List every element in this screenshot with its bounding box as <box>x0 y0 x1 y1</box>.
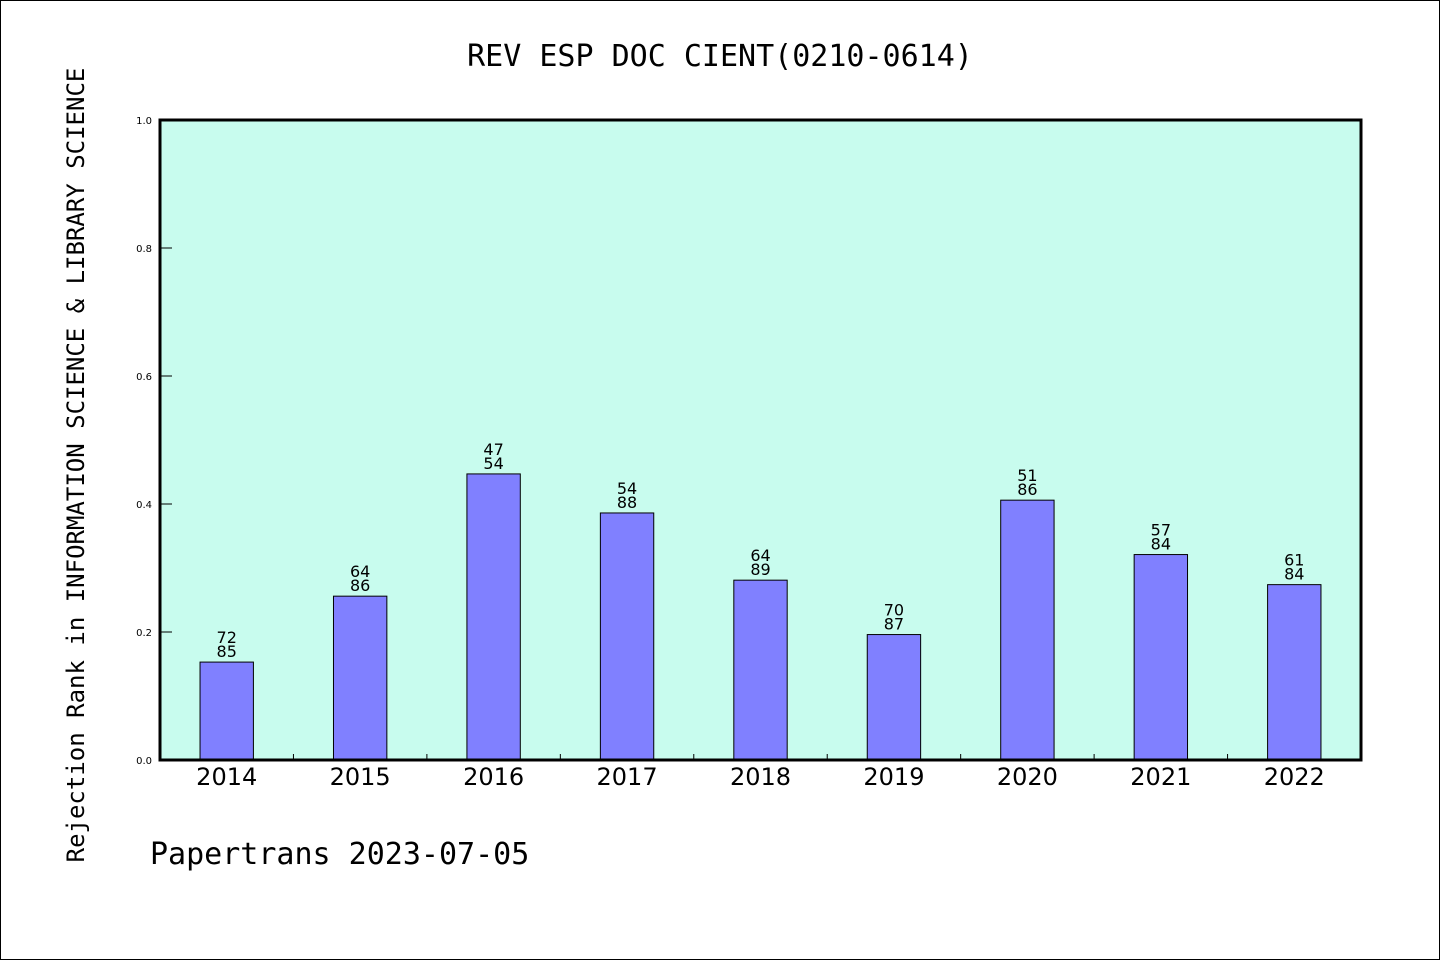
x-tick-label-2019: 2019 <box>863 763 924 791</box>
bar-2015 <box>332 595 388 761</box>
x-tick-label-2014: 2014 <box>196 763 257 791</box>
data-label-top-2018: 64 <box>750 546 770 565</box>
x-tick-label-2017: 2017 <box>597 763 658 791</box>
y-tick-label: 1.0 <box>136 116 152 127</box>
x-tick-label-2015: 2015 <box>330 763 391 791</box>
bar-2018 <box>733 579 788 761</box>
data-label-bottom-2021: 84 <box>1151 535 1171 554</box>
data-label-bottom-2022: 84 <box>1284 565 1304 584</box>
x-tick-label-2016: 2016 <box>463 763 524 791</box>
bar-2019 <box>866 634 922 761</box>
data-label-top-2015: 64 <box>350 562 370 581</box>
data-label-bottom-2018: 89 <box>750 560 770 579</box>
data-label-bottom-2016: 54 <box>483 454 503 473</box>
y-tick-label: 0.2 <box>136 628 152 639</box>
data-label-top-2017: 54 <box>617 479 637 498</box>
y-tick-label: 0.0 <box>136 756 152 767</box>
data-label-bottom-2017: 88 <box>617 493 637 512</box>
data-label-bottom-2014: 85 <box>217 642 237 661</box>
y-tick-label: 0.4 <box>136 500 152 511</box>
bar-2014 <box>199 661 254 761</box>
data-label-bottom-2020: 86 <box>1017 480 1037 499</box>
bar-2020 <box>1000 499 1055 761</box>
x-tick-label-2021: 2021 <box>1130 763 1191 791</box>
data-label-top-2021: 57 <box>1151 521 1171 540</box>
y-tick-label: 0.6 <box>136 372 152 383</box>
data-label-top-2019: 70 <box>884 601 904 620</box>
bar-2021 <box>1133 554 1189 761</box>
data-label-bottom-2019: 87 <box>884 615 904 634</box>
x-tick-label-2022: 2022 <box>1264 763 1325 791</box>
data-label-top-2014: 72 <box>217 628 237 647</box>
x-axis-ticks: 2014 2015 2016 2017 2018 2019 2020 2021 2022 <box>196 754 1325 791</box>
y-axis-label: Rejection Rank in INFORMATION SCIENCE & … <box>62 68 90 863</box>
data-label-top-2020: 51 <box>1017 466 1037 485</box>
plot-border <box>158 118 1363 762</box>
data-label-top-2022: 61 <box>1284 551 1304 570</box>
y-tick-label: 0.8 <box>136 244 152 255</box>
bar-2016 <box>466 473 521 761</box>
data-label-bottom-2015: 86 <box>350 576 370 595</box>
x-tick-label-2018: 2018 <box>730 763 791 791</box>
chart-title: REV ESP DOC CIENT(0210-0614) <box>467 39 973 74</box>
x-tick-label-2020: 2020 <box>997 763 1058 791</box>
data-label-top-2016: 47 <box>483 440 503 459</box>
bar-2022 <box>1267 584 1322 761</box>
footer-credit: Papertrans 2023-07-05 <box>150 837 529 872</box>
bar-2017 <box>599 512 655 761</box>
